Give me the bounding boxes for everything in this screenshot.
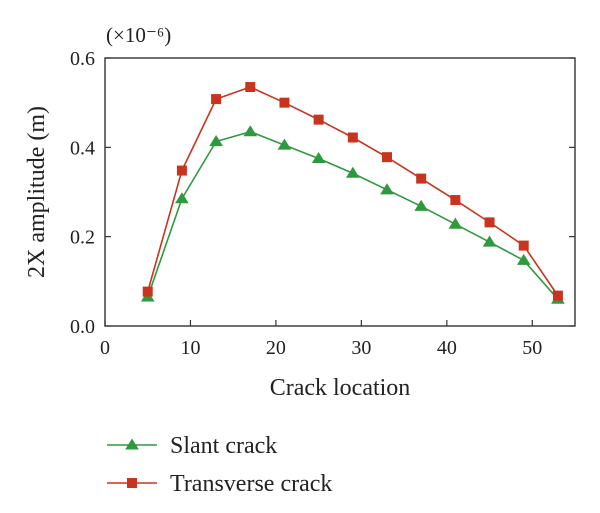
legend-item-slant-crack: Slant crack (107, 433, 277, 459)
data-point-transverse-crack (313, 114, 324, 125)
data-point-slant-crack (380, 183, 394, 195)
y-tick-label: 0.4 (70, 137, 95, 159)
series-slant-crack (140, 125, 565, 304)
series-transverse-crack (142, 82, 563, 301)
data-point-transverse-crack (518, 240, 529, 251)
plot-frame (104, 57, 576, 327)
legend-label: Slant crack (170, 433, 277, 459)
data-point-transverse-crack (552, 290, 563, 301)
series-line-transverse-crack (146, 86, 559, 297)
legend: Slant crack Transverse crack (107, 433, 332, 497)
data-point-transverse-crack (279, 97, 290, 108)
data-point-slant-crack (175, 192, 189, 204)
legend-label: Transverse crack (170, 471, 332, 497)
data-point-slant-crack (277, 138, 292, 150)
legend-item-transverse-crack: Transverse crack (107, 471, 332, 497)
data-point-transverse-crack (450, 195, 461, 206)
data-point-slant-crack (448, 217, 463, 229)
data-point-transverse-crack (382, 152, 392, 163)
x-tick-label: 10 (180, 337, 200, 359)
data-point-slant-crack (414, 199, 429, 211)
data-point-transverse-crack (484, 217, 495, 228)
data-point-slant-crack (311, 152, 326, 164)
data-point-slant-crack (482, 235, 497, 247)
series-line-slant-crack (146, 130, 559, 300)
data-point-transverse-crack (211, 94, 222, 105)
legend-marker (127, 478, 137, 488)
x-tick-label: 50 (522, 337, 542, 359)
x-tick-label: 20 (266, 337, 286, 359)
legend-marker (125, 438, 139, 450)
y-tick-label: 0.6 (70, 48, 95, 70)
y-axis-label: 2X amplitude (m) (24, 106, 50, 278)
x-tick-label: 40 (437, 337, 457, 359)
y-tick-label: 0.0 (70, 316, 95, 338)
x-tick-label: 30 (351, 337, 371, 359)
data-point-transverse-crack (416, 173, 427, 184)
data-point-slant-crack (243, 125, 258, 137)
data-point-transverse-crack (245, 82, 256, 93)
data-point-slant-crack (345, 166, 360, 178)
y-tick-label: 0.2 (70, 227, 95, 249)
data-point-slant-crack (209, 135, 223, 147)
y-axis-multiplier: (×10⁻⁶) (106, 23, 171, 47)
x-axis: 0 10 20 30 40 50 (100, 320, 542, 359)
data-point-transverse-crack (347, 132, 358, 143)
x-tick-label: 0 (100, 337, 110, 359)
y-axis: 0.0 0.2 0.4 0.6 (70, 48, 575, 338)
data-point-transverse-crack (142, 286, 153, 297)
data-point-transverse-crack (176, 165, 187, 176)
series-layer (140, 82, 565, 304)
x-axis-label: Crack location (270, 375, 411, 401)
data-point-slant-crack (516, 253, 531, 265)
